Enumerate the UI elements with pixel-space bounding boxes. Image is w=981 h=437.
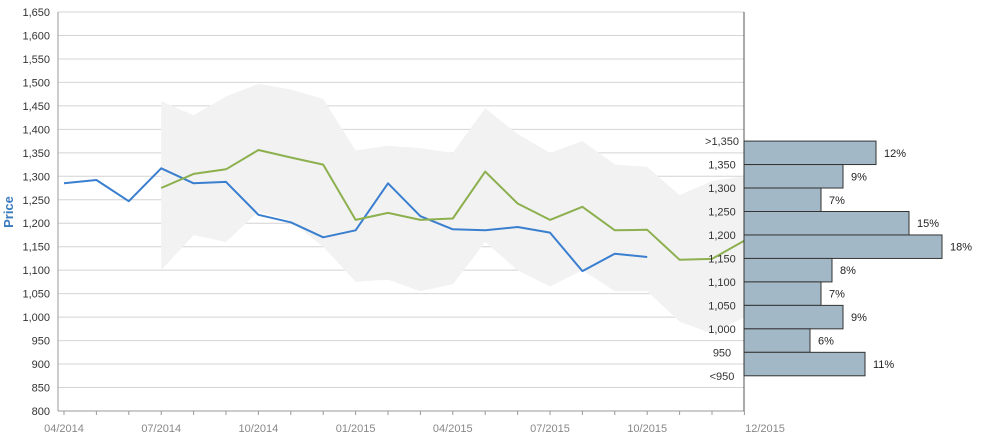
histogram-percent-label: 9%: [851, 312, 867, 324]
histogram-bin-label: 1,300: [708, 183, 736, 195]
x-tick-label: 07/2014: [141, 423, 181, 435]
histogram-bin-label: <950: [710, 371, 735, 383]
histogram-bin-label: 950: [713, 347, 731, 359]
histogram-percent-label: 15%: [917, 218, 939, 230]
y-axis-ticks: 1,650 1,600 1,550 1,500 1,450 1,400 1,350 1,300…: [22, 7, 50, 418]
green-series-line: [160, 149, 745, 261]
histogram-bin-label: 1,350: [708, 160, 736, 172]
x-tick-label: 10/2014: [239, 423, 279, 435]
histogram-bar: [743, 187, 822, 213]
y-tick-label: 1,050: [22, 289, 50, 301]
histogram-percent-label: 12%: [884, 148, 906, 160]
histogram-bin-label: 1,000: [708, 324, 736, 336]
histogram-bin-label: >1,350: [705, 136, 739, 148]
y-tick-label: 950: [32, 336, 50, 348]
y-tick-label: 1,450: [22, 101, 50, 113]
histogram-bar: [743, 164, 844, 189]
histogram-bar: [743, 211, 910, 236]
y-tick-label: 1,400: [22, 124, 50, 136]
y-tick-label: 1,500: [22, 77, 50, 89]
y-tick-label: 1,550: [22, 54, 50, 66]
blue-series-line: [63, 167, 648, 273]
histogram-bin-label: 1,150: [708, 253, 736, 265]
y-tick-label: 1,250: [22, 195, 50, 207]
y-tick-label: 1,150: [22, 242, 50, 254]
histogram-layer: >1,350 1,350 1,300 1,250 1,200 1,150 1,100 1,05…: [705, 136, 972, 383]
y-axis-label: Price: [1, 196, 16, 228]
histogram-bar: [743, 304, 844, 330]
x-tick-label: 04/2015: [433, 423, 473, 435]
y-tick-label: 850: [32, 383, 50, 395]
y-tick-label: 1,100: [22, 265, 50, 277]
y-tick-label: 1,200: [22, 218, 50, 230]
y-tick-label: 1,000: [22, 312, 50, 324]
y-tick-label: 800: [32, 406, 50, 418]
histogram-percent-label: 7%: [829, 195, 845, 207]
histogram-percent-label: 8%: [840, 265, 856, 277]
histogram-bin-label: 1,100: [708, 277, 736, 289]
series-layer: [63, 149, 745, 273]
forecast-band-layer: [161, 83, 745, 334]
histogram-bin-label: 1,050: [708, 300, 736, 312]
forecast-range-band: [161, 83, 745, 334]
x-tick-label: 04/2014: [44, 423, 84, 435]
x-tick-label: 01/2015: [336, 423, 376, 435]
y-tick-label: 1,350: [22, 148, 50, 160]
histogram-bar: [743, 257, 833, 283]
histogram-percent-label: 6%: [818, 336, 834, 348]
histogram-percent-label: 18%: [950, 242, 972, 254]
histogram-percent-label: 7%: [829, 289, 845, 301]
y-tick-label: 1,650: [22, 7, 50, 19]
histogram-bar: [743, 281, 822, 306]
y-tick-label: 1,600: [22, 30, 50, 42]
x-axis-ticks: 04/2014 07/2014 10/2014 01/2015 04/2015 07/20…: [44, 411, 785, 435]
histogram-bin-label: 1,250: [708, 207, 736, 219]
histogram-bar: [743, 234, 943, 259]
histogram-bar: [743, 140, 877, 166]
x-tick-label: 10/2015: [627, 423, 667, 435]
x-tick-label: 12/2015: [745, 423, 785, 435]
histogram-bar: [743, 328, 811, 353]
histogram-bar: [743, 351, 866, 377]
histogram-bin-label: 1,200: [708, 230, 736, 242]
y-tick-label: 900: [32, 359, 50, 371]
x-tick-label: 07/2015: [530, 423, 570, 435]
histogram-percent-label: 11%: [873, 359, 894, 371]
histogram-percent-label: 9%: [851, 171, 867, 183]
y-tick-label: 1,300: [22, 171, 50, 183]
